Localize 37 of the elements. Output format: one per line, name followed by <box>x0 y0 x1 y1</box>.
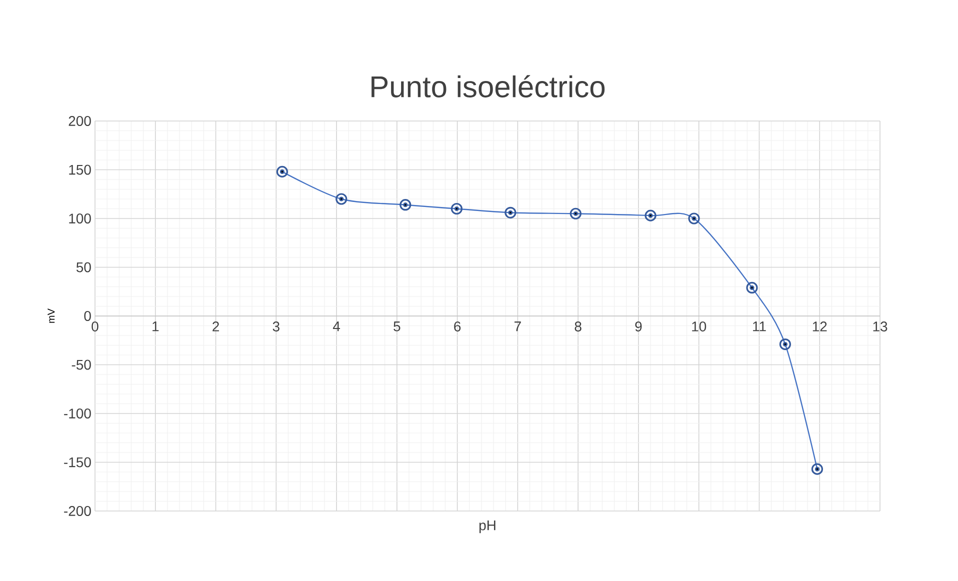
x-tick-label: 2 <box>212 322 219 332</box>
x-tick-label: 4 <box>332 322 340 332</box>
x-tick-label: 3 <box>272 322 280 332</box>
x-axis-title: pH <box>479 520 496 534</box>
point <box>276 166 288 178</box>
point <box>504 206 516 218</box>
point <box>400 199 412 211</box>
x-tick-label: 1 <box>152 322 159 332</box>
x-tick-label: 10 <box>692 322 706 332</box>
chart-title: Punto isoeléctrico <box>372 75 605 98</box>
x-tick-label: 11 <box>753 322 766 332</box>
y-tick-label: -200 <box>64 506 91 516</box>
point <box>746 282 758 294</box>
x-tick-label: 0 <box>92 322 98 332</box>
x-tick-label: 7 <box>514 322 521 332</box>
point <box>644 210 656 222</box>
point <box>336 193 348 205</box>
x-tick-label: 8 <box>574 322 582 332</box>
y-tick-label: -150 <box>64 457 91 468</box>
x-tick-label: 5 <box>394 322 400 332</box>
y-tick-label: 50 <box>76 262 91 272</box>
y-tick-label: 100 <box>69 214 91 224</box>
x-tick-label: 6 <box>454 322 461 332</box>
point <box>570 208 582 220</box>
point <box>450 202 463 215</box>
point <box>811 463 824 475</box>
y-tick-label: 200 <box>68 116 91 126</box>
point <box>779 338 791 350</box>
x-tick-label: 13 <box>873 322 888 332</box>
x-tick-label: 9 <box>635 322 642 332</box>
y-tick-label: -100 <box>64 408 91 418</box>
point <box>688 212 700 224</box>
y-tick-label: 150 <box>69 164 91 175</box>
y-tick-label: 0 <box>84 311 91 321</box>
y-axis-title: mV <box>48 308 55 323</box>
x-tick-label: 12 <box>812 322 827 332</box>
y-tick-label: -50 <box>72 360 91 370</box>
